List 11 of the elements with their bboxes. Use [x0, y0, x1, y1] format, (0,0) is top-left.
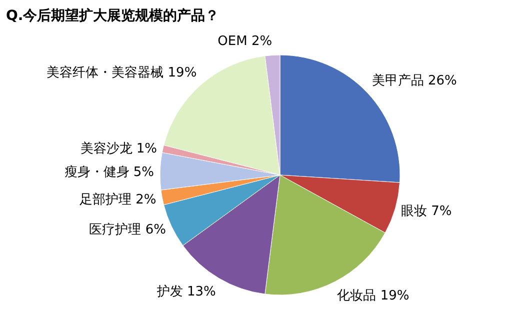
slice-label: 眼妆 7% — [400, 204, 452, 220]
slice-label: 瘦身・健身 5% — [64, 165, 154, 180]
slice-label: OEM 2% — [218, 34, 272, 50]
slice-label: 足部护理 2% — [79, 192, 156, 208]
slice-label: 美甲产品 26% — [372, 72, 457, 89]
slice-label: 美容纤体・美容器械 19% — [46, 64, 197, 80]
slice-label: 美容沙龙 1% — [80, 140, 158, 157]
slice-label: 护发 13% — [156, 284, 216, 300]
slice-label: 化妆品 19% — [337, 288, 410, 304]
chart-title: Q.今后期望扩大展览规模的产品？ — [6, 7, 220, 24]
slice-label: 医疗护理 6% — [89, 222, 166, 238]
